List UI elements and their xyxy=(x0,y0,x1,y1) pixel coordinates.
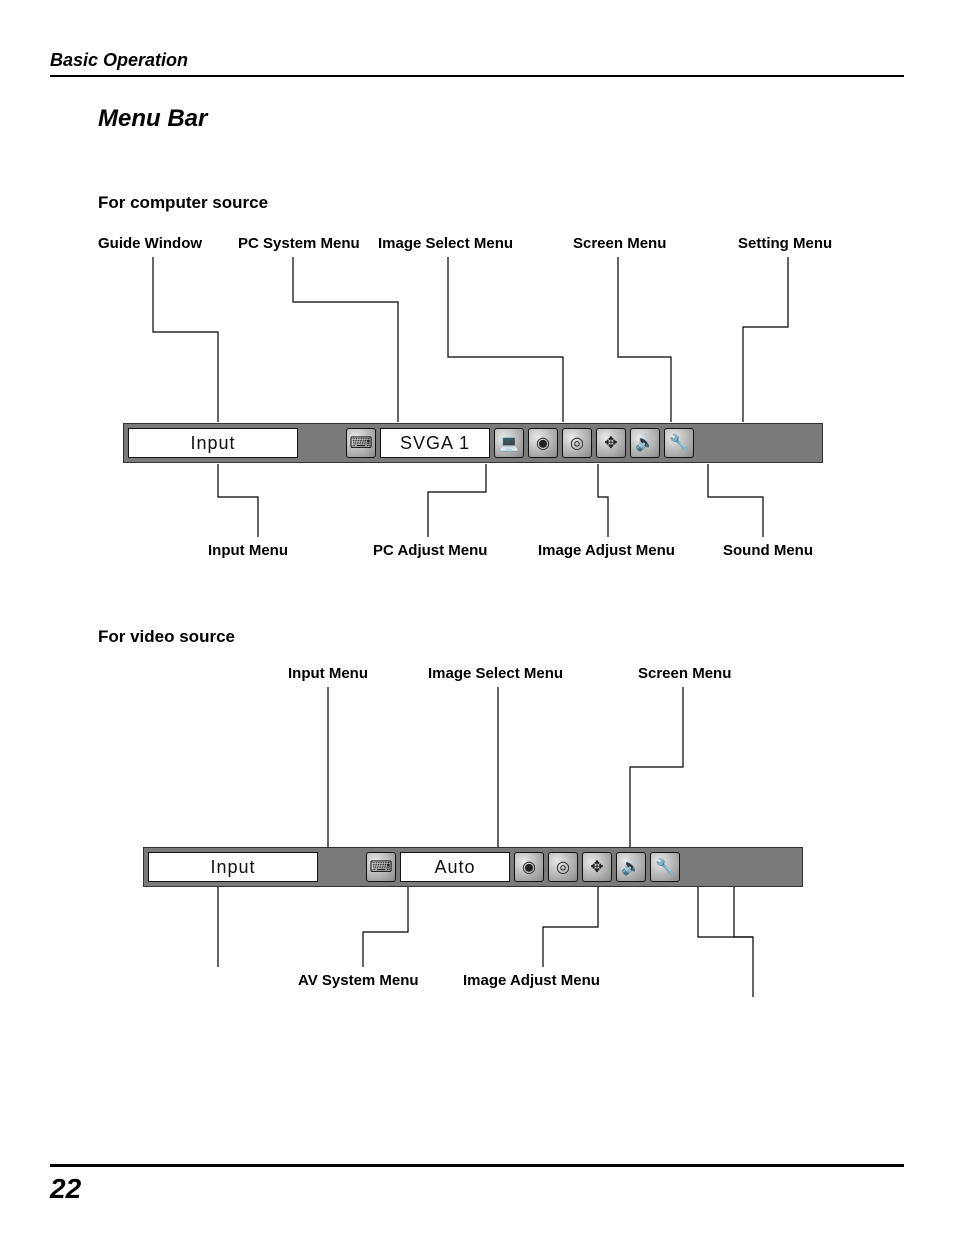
mode-box[interactable]: SVGA 1 xyxy=(380,428,490,458)
sound-icon[interactable]: 🔊 xyxy=(630,428,660,458)
computer-menubar: Input ⌨ SVGA 1 💻 ◉ ◎ ✥ 🔊 🔧 xyxy=(123,423,823,463)
label-guide-window: Guide Window xyxy=(98,235,202,252)
screen-icon-v[interactable]: ✥ xyxy=(582,852,612,882)
sound-icon-v[interactable]: 🔊 xyxy=(616,852,646,882)
label-av-system-menu: AV System Menu xyxy=(298,972,419,989)
image-select-icon-v[interactable]: ◉ xyxy=(514,852,544,882)
label-screen-menu-v: Screen Menu xyxy=(638,665,731,682)
input-box[interactable]: Input xyxy=(128,428,298,458)
image-adjust-icon-v[interactable]: ◎ xyxy=(548,852,578,882)
label-image-select-menu-v: Image Select Menu xyxy=(428,665,563,682)
video-source-heading: For video source xyxy=(98,627,904,647)
label-image-adjust-menu-v: Image Adjust Menu xyxy=(463,972,600,989)
page-title: Menu Bar xyxy=(98,105,904,133)
video-menubar: Input ⌨ Auto ◉ ◎ ✥ 🔊 🔧 xyxy=(143,847,803,887)
av-system-icon[interactable]: ⌨ xyxy=(366,852,396,882)
screen-icon[interactable]: ✥ xyxy=(596,428,626,458)
setting-icon-v[interactable]: 🔧 xyxy=(650,852,680,882)
setting-icon[interactable]: 🔧 xyxy=(664,428,694,458)
image-adjust2-icon[interactable]: ◎ xyxy=(562,428,592,458)
mode-box-v[interactable]: Auto xyxy=(400,852,510,882)
label-pc-adjust-menu: PC Adjust Menu xyxy=(373,542,487,559)
computer-top-labels: Guide Window PC System Menu Image Select… xyxy=(98,235,904,257)
input-box-v[interactable]: Input xyxy=(148,852,318,882)
label-input-menu-v: Input Menu xyxy=(288,665,368,682)
page-footer: 22 xyxy=(50,1164,904,1205)
pc-system-icon[interactable]: ⌨ xyxy=(346,428,376,458)
label-screen-menu: Screen Menu xyxy=(573,235,666,252)
image-select-icon[interactable]: 💻 xyxy=(494,428,524,458)
video-top-labels: Input Menu Image Select Menu Screen Menu xyxy=(98,665,904,687)
video-diagram: Input ⌨ Auto ◉ ◎ ✥ 🔊 🔧 AV System Menu Im… xyxy=(98,687,904,1017)
computer-diagram: Input ⌨ SVGA 1 💻 ◉ ◎ ✥ 🔊 🔧 Input Menu PC… xyxy=(98,257,904,587)
label-image-adjust-menu: Image Adjust Menu xyxy=(538,542,675,559)
section-header: Basic Operation xyxy=(50,50,904,77)
label-image-select-menu: Image Select Menu xyxy=(378,235,513,252)
label-setting-menu: Setting Menu xyxy=(738,235,832,252)
computer-source-heading: For computer source xyxy=(98,193,904,213)
label-input-menu: Input Menu xyxy=(208,542,288,559)
page-number: 22 xyxy=(50,1173,81,1204)
label-sound-menu: Sound Menu xyxy=(723,542,813,559)
image-adjust-icon[interactable]: ◉ xyxy=(528,428,558,458)
label-pc-system-menu: PC System Menu xyxy=(238,235,360,252)
